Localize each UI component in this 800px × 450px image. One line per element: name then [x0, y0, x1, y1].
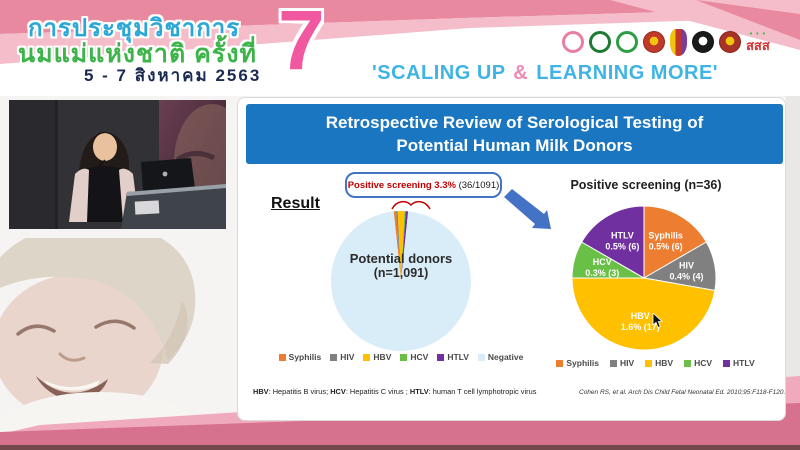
legend-swatch — [556, 359, 564, 367]
footnote-segment: : Hepatitis B virus; — [268, 387, 331, 396]
slogan-text-2: LEARNING MORE' — [530, 62, 719, 84]
legend-item-syphilis: Syphilis — [556, 358, 599, 368]
pie-slice-hbv — [397, 211, 405, 281]
result-heading: Result — [271, 195, 320, 212]
legend-label: HIV — [340, 352, 355, 362]
potential-donors-label: Potential donors (n=1,091) — [349, 251, 453, 280]
legend-item-hbv: HBV — [363, 352, 391, 362]
legend-label: HCV — [694, 358, 713, 368]
positive-screening-callout: Positive screening 3.3% (36/1091) — [345, 172, 502, 198]
legend-label: HIV — [619, 358, 635, 368]
legend-swatch — [477, 353, 485, 361]
royal-college-crest-logo — [670, 28, 687, 56]
pie-label-syphilis: Syphilis 0.5% (6) — [648, 231, 683, 252]
mouse-cursor — [652, 313, 663, 329]
legend-swatch — [645, 359, 653, 367]
pie-slice-negative — [330, 211, 471, 351]
potential-donors-pie-chart — [330, 211, 471, 351]
pie-slice-hcv — [401, 211, 406, 281]
pie-label-htlv: HTLV 0.5% (6) — [605, 231, 639, 252]
legend-swatch — [684, 359, 692, 367]
legend-label: Syphilis — [288, 352, 322, 362]
footnote-segment: HTLV — [409, 387, 429, 396]
ministry-of-public-health-logo — [589, 31, 611, 53]
legend-item-syphilis: Syphilis — [278, 352, 322, 362]
citation: Cohen RS, et al. Arch Dis Child Fetal Ne… — [579, 389, 786, 396]
presenter-illustration — [9, 100, 226, 229]
positive-screening-title: Positive screening (n=36) — [570, 178, 722, 192]
legend-swatch — [400, 353, 408, 361]
positive-screening-legend: Syphilis HIV HBV HCV HTLV — [553, 358, 758, 368]
legend-item-htlv: HTLV — [723, 358, 755, 368]
footnote-segment: HCV — [330, 387, 346, 396]
legend-swatch — [437, 353, 445, 361]
pie-slice-syphilis — [393, 211, 401, 281]
legend-swatch — [363, 353, 371, 361]
potential-donors-legend: Syphilis HIV HBV HCV HTLV Negative — [251, 352, 551, 362]
pie-slice-hbv — [571, 277, 716, 351]
legend-label: HCV — [410, 352, 429, 362]
legend-swatch — [278, 353, 286, 361]
pie-slice-htlv — [401, 211, 409, 281]
royal-thai-college-logo — [719, 31, 741, 53]
conference-dates: 5 - 7 สิงหาคม 2563 — [84, 66, 262, 85]
slide-title-line1: Retrospective Review of Serological Test… — [325, 113, 704, 132]
footer-bottom-strip — [0, 445, 800, 450]
positive-screening-pie-chart: Syphilis 0.5% (6) HIV 0.4% (4) HBV 1.6% (17) H… — [571, 205, 717, 351]
slide-title: Retrospective Review of Serological Test… — [246, 104, 783, 164]
legend-label: Negative — [487, 352, 524, 362]
legend-item-negative: Negative — [477, 352, 524, 362]
slogan-text-1: 'SCALING UP — [372, 62, 512, 84]
legend-label: Syphilis — [566, 358, 599, 368]
presentation-slide: Retrospective Review of Serological Test… — [237, 97, 786, 421]
legend-label: HBV — [373, 352, 392, 362]
red-bracket-annotation — [391, 200, 431, 210]
legend-swatch — [723, 359, 731, 367]
royal-thai-institution-logo — [643, 31, 665, 53]
legend-item-hcv: HCV — [684, 358, 712, 368]
pie-slice-syphilis — [643, 205, 708, 279]
legend-swatch — [330, 353, 338, 361]
breastfeeding-foundation-logo — [562, 31, 584, 53]
pie-slice-htlv — [580, 205, 645, 279]
edition-number: 7 — [278, 0, 325, 87]
pie-label-hcv: HCV 0.3% (3) — [585, 257, 619, 278]
podium — [121, 158, 226, 229]
footnote-segment: HBV — [253, 387, 269, 396]
legend-item-hbv: HBV — [645, 358, 673, 368]
conference-slogan: 'SCALING UP & LEARNING MORE' — [372, 62, 718, 85]
legend-item-htlv: HTLV — [437, 352, 469, 362]
department-of-health-logo — [616, 31, 638, 53]
right-margin-strip — [786, 96, 800, 450]
medical-society-logo — [692, 31, 714, 53]
slide-title-line2: Potential Human Milk Donors — [396, 136, 633, 155]
baby-background-image — [0, 220, 242, 450]
pie-slice-hiv — [396, 211, 401, 281]
legend-item-hcv: HCV — [400, 352, 428, 362]
legend-label: HTLV — [733, 358, 755, 368]
slogan-ampersand: & — [513, 62, 529, 84]
legend-label: HTLV — [447, 352, 469, 362]
organization-logos: • • • สสส — [562, 26, 770, 58]
legend-label: HBV — [655, 358, 674, 368]
conference-banner: การประชุมวิชาการ นมแม่แห่งชาติ ครั้งที่ … — [0, 0, 800, 96]
callout-highlight: Positive screening 3.3% — [347, 180, 456, 191]
footnote-segment: : human T cell lymphotropic virus — [428, 387, 537, 396]
baby-illustration — [0, 220, 205, 450]
conference-title-line2: นมแม่แห่งชาติ ครั้งที่ — [18, 40, 257, 68]
blue-arrow-icon — [504, 189, 551, 229]
pie-label-hiv: HIV 0.4% (4) — [670, 260, 704, 281]
legend-item-hiv: HIV — [330, 352, 354, 362]
callout-detail: (36/1091) — [455, 180, 500, 191]
pie-label-hbv: HBV 1.6% (17) — [621, 311, 660, 332]
abbreviations-footnote: HBV: Hepatitis B virus; HCV: Hepatitis C… — [253, 387, 536, 396]
footnote-segment: : Hepatitis C virus ; — [345, 387, 410, 396]
presenter-video — [9, 100, 226, 229]
legend-swatch — [609, 359, 617, 367]
conference-title-line1: การประชุมวิชาการ — [28, 15, 241, 42]
thai-health-promotion-foundation-logo: • • • สสส — [746, 30, 770, 53]
legend-item-hiv: HIV — [609, 358, 635, 368]
